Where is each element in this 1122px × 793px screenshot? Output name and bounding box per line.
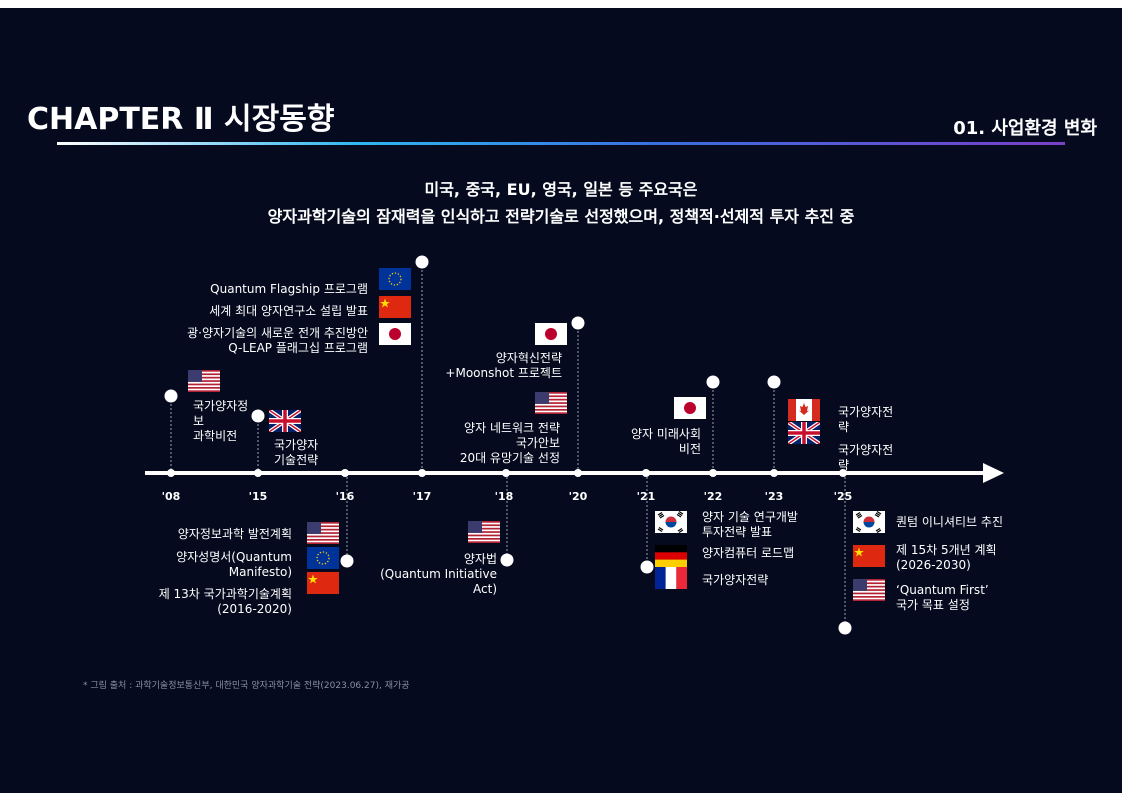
connectors xyxy=(170,262,846,628)
flag-kr xyxy=(853,511,885,533)
event-label: 양자혁신전략 +Moonshot 프로젝트 xyxy=(445,351,562,380)
header-rule xyxy=(57,142,1065,145)
event-label: 퀀텀 이니셔티브 추진 xyxy=(896,515,1003,529)
subtitle-line: 미국, 중국, EU, 영국, 일본 등 주요국은 xyxy=(424,180,698,199)
chapter-title: CHAPTER Ⅱ 시장동향 xyxy=(27,102,335,137)
axis-dots xyxy=(167,469,847,477)
flag-jp xyxy=(535,323,567,345)
event-label: 국가양자정 보 과학비전 xyxy=(193,399,249,443)
year-label: '20 xyxy=(568,490,588,503)
section-title: 01. 사업환경 변화 xyxy=(953,118,1097,139)
year-label: '22 xyxy=(703,490,723,503)
event-label: 국가양자전 략 xyxy=(838,405,894,434)
event-label: 세계 최대 양자연구소 설립 발표 xyxy=(209,304,368,318)
event-label: ‘Quantum First’ 국가 목표 설정 xyxy=(896,583,989,612)
event-label: 양자 네트워크 전략 국가안보 20대 유망기술 선정 xyxy=(459,421,560,465)
flag-uk xyxy=(788,422,820,444)
event-label: Quantum Flagship 프로그램 xyxy=(210,282,368,296)
year-label: '16 xyxy=(335,490,355,503)
flag-fr xyxy=(655,567,687,589)
event-label: 국가양자전 략 xyxy=(838,443,894,472)
year-label: '21 xyxy=(636,490,656,503)
flag-eu xyxy=(379,268,411,290)
year-label: '08 xyxy=(161,490,181,503)
event-label: 양자 미래사회 비전 xyxy=(630,427,701,456)
year-label: '18 xyxy=(494,490,514,503)
flag-uk xyxy=(269,410,301,432)
event-label: 양자성명서(Quantum Manifesto) xyxy=(176,550,292,579)
flag-us xyxy=(468,521,500,543)
timeline xyxy=(145,255,1004,635)
slide: CHAPTER Ⅱ 시장동향 01. 사업환경 변화 미국, 중국, EU, 영… xyxy=(0,8,1122,793)
year-label: '15 xyxy=(248,490,268,503)
event-label: 양자컴퓨터 로드맵 xyxy=(702,546,795,560)
event-label: 제 13차 국가과학기술계획 (2016-2020) xyxy=(158,587,292,616)
flag-eu xyxy=(307,547,339,569)
event-label: 국가양자 기술전략 xyxy=(274,438,319,467)
flag-cn xyxy=(379,296,411,318)
flag-us xyxy=(307,522,339,544)
event-label: 양자 기술 연구개발 투자전략 발표 xyxy=(702,510,798,539)
timeline-arrow xyxy=(983,463,1004,483)
flag-de xyxy=(655,545,687,567)
flag-cn xyxy=(853,545,885,567)
flag-us xyxy=(188,370,220,392)
event-label: 광·양자기술의 새로운 전개 추진방안 Q-LEAP 플래그십 프로그램 xyxy=(187,326,368,355)
subtitle-line: 양자과학기술의 잠재력을 인식하고 전략기술로 선정했으며, 정책적·선제적 투… xyxy=(267,207,855,226)
event-label: 양자정보과학 발전계획 xyxy=(177,527,292,541)
year-label: '25 xyxy=(833,490,853,503)
source-note: * 그림 출처 : 과학기술정보통신부, 대한민국 양자과학기술 전략(2023… xyxy=(83,681,410,691)
event-label: 국가양자전략 xyxy=(702,573,769,587)
flag-us xyxy=(535,392,567,414)
event-label: 제 15차 5개년 계획 (2026-2030) xyxy=(896,543,997,572)
flag-jp xyxy=(674,397,706,419)
year-label: '17 xyxy=(412,490,432,503)
flag-ca xyxy=(788,399,820,421)
year-label: '23 xyxy=(764,490,784,503)
flag-us xyxy=(853,579,885,601)
event-label: 양자법 (Quantum Initiative Act) xyxy=(380,552,497,596)
flag-cn xyxy=(307,572,339,594)
flag-jp xyxy=(379,323,411,345)
end-dots xyxy=(164,255,852,635)
flag-kr xyxy=(655,511,687,533)
